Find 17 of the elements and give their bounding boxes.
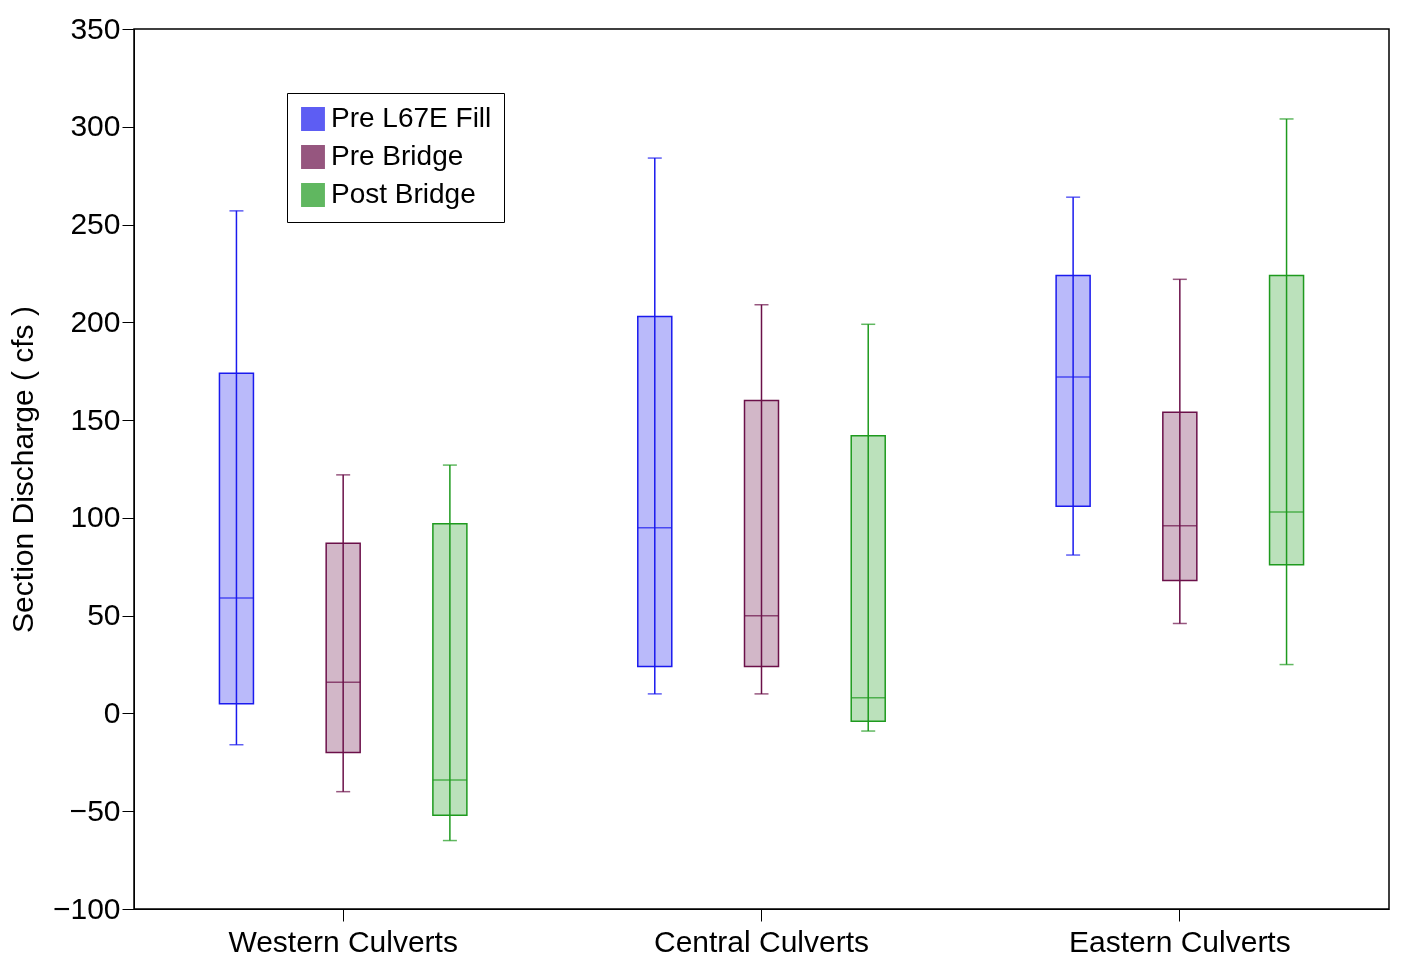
y-tick-label: 300 <box>70 109 121 143</box>
y-tick-label: 50 <box>87 598 121 632</box>
y-tick-label: 0 <box>103 695 121 729</box>
legend-label: Pre L67E Fill <box>331 102 492 133</box>
x-tick-label: Western Culverts <box>228 924 458 958</box>
y-axis-title: Section Discharge ( cfs ) <box>5 306 39 633</box>
x-tick-label: Central Culverts <box>653 924 870 958</box>
y-tick-label: 100 <box>70 500 121 534</box>
x-tick-label: Eastern Culverts <box>1068 924 1291 958</box>
y-tick-label: −100 <box>52 891 121 925</box>
y-tick-label: 250 <box>70 207 121 241</box>
y-tick-label: 200 <box>70 304 121 338</box>
legend-label: Pre Bridge <box>331 140 464 171</box>
y-tick-label: 350 <box>70 11 121 45</box>
legend-label: Post Bridge <box>331 178 476 209</box>
y-tick-label: 150 <box>70 402 121 436</box>
y-tick-label: −50 <box>69 793 121 827</box>
